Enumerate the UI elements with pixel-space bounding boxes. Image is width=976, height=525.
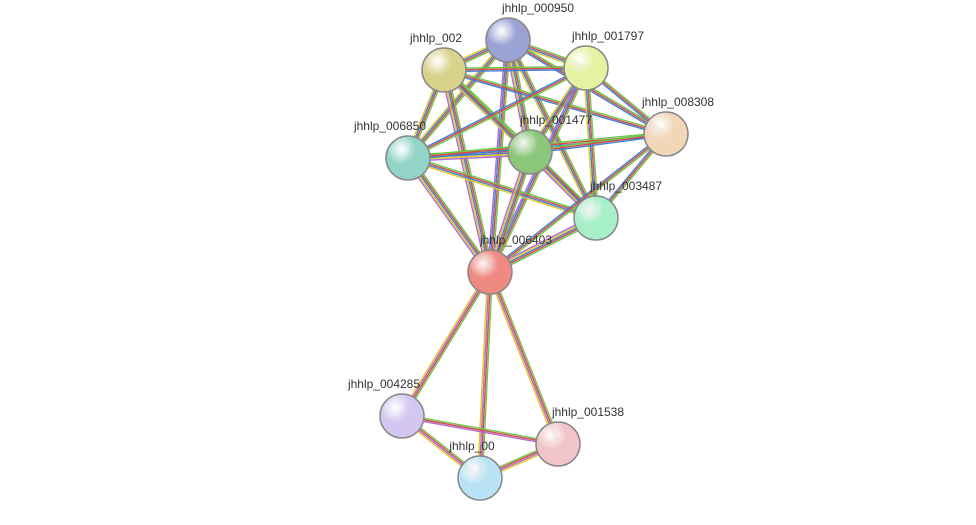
node-label: jhhlp_002 — [409, 31, 462, 45]
network-node[interactable] — [486, 18, 530, 62]
node-label: jhhlp_006403 — [479, 233, 552, 247]
network-node[interactable] — [574, 196, 618, 240]
network-node[interactable] — [644, 112, 688, 156]
node-circle[interactable] — [564, 46, 608, 90]
node-label: jhhlp_003487 — [589, 179, 662, 193]
node-label: jhhlp_006850 — [353, 119, 426, 133]
network-edge — [400, 271, 488, 415]
node-circle[interactable] — [508, 130, 552, 174]
node-label: jhhlp_000950 — [501, 1, 574, 15]
node-circle[interactable] — [486, 18, 530, 62]
node-label: jhhlp_008308 — [641, 95, 714, 109]
network-node[interactable] — [422, 48, 466, 92]
edge-layer — [400, 38, 667, 480]
node-circle[interactable] — [574, 196, 618, 240]
network-node[interactable] — [508, 130, 552, 174]
network-edge — [403, 272, 491, 416]
network-node[interactable] — [380, 394, 424, 438]
node-circle[interactable] — [380, 394, 424, 438]
network-edge — [491, 272, 559, 444]
node-circle[interactable] — [386, 136, 430, 180]
node-circle[interactable] — [422, 48, 466, 92]
node-label: jhhlp_001477 — [519, 113, 592, 127]
network-node[interactable] — [536, 422, 580, 466]
network-edge — [489, 272, 557, 444]
network-edge — [401, 272, 489, 416]
node-label: jhhlp_00 — [448, 439, 495, 453]
network-node[interactable] — [458, 456, 502, 500]
node-circle[interactable] — [458, 456, 502, 500]
node-label: jhhlp_001797 — [571, 29, 644, 43]
network-edge — [488, 273, 556, 445]
node-label: jhhlp_001538 — [551, 405, 624, 419]
network-node[interactable] — [468, 250, 512, 294]
network-node[interactable] — [386, 136, 430, 180]
network-graph: jhhlp_000950 jhhlp_002 jhhlp_001797 jhhlp_0… — [0, 0, 976, 525]
network-edge — [404, 273, 492, 417]
network-edge — [492, 271, 560, 443]
node-circle[interactable] — [536, 422, 580, 466]
node-circle[interactable] — [644, 112, 688, 156]
network-node[interactable] — [564, 46, 608, 90]
node-label: jhhlp_004285 — [347, 377, 420, 391]
node-circle[interactable] — [468, 250, 512, 294]
